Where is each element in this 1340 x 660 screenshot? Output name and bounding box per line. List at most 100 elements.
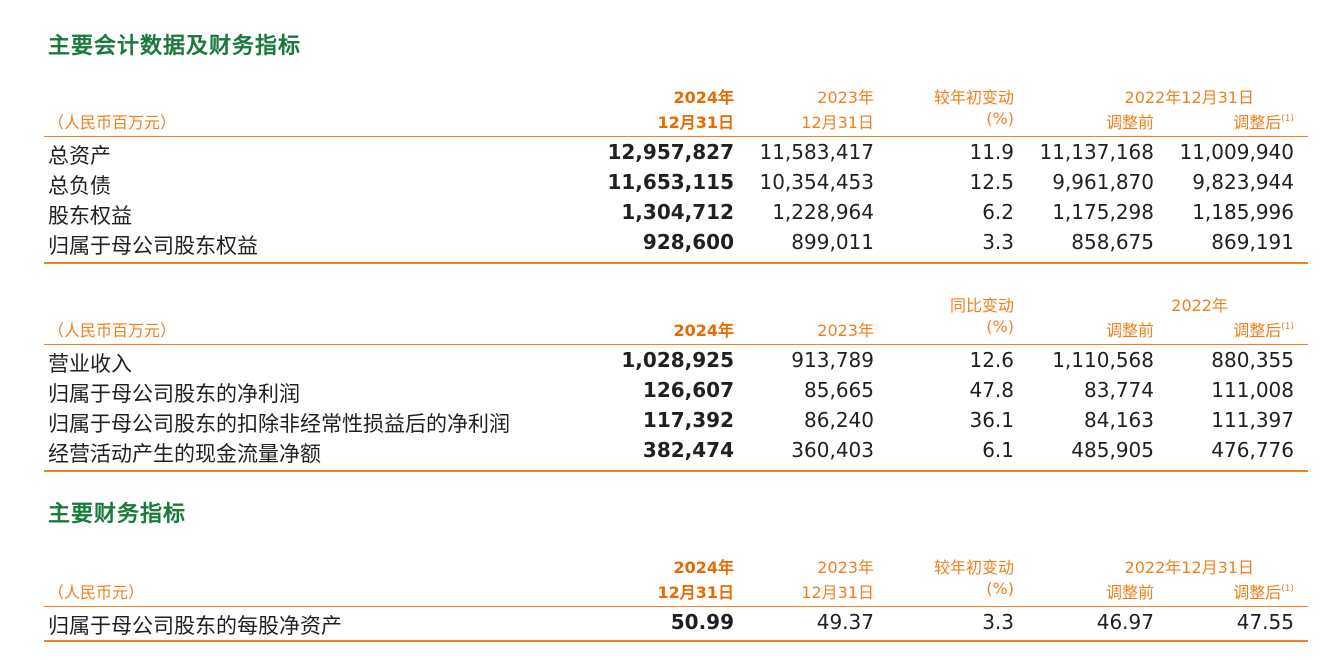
- value-2023: 49.37: [816, 610, 874, 634]
- header-row-2: （人民币元） 12月31日 12月31日 (%) 调整前 调整后(1): [44, 579, 1308, 609]
- table-row: 归属于母公司股东的每股净资产 50.99 49.37 3.3 46.97 47.55: [44, 610, 1308, 640]
- value-2023: 913,789: [791, 348, 874, 372]
- header-row-1: 2024年 2023年 较年初变动 2022年12月31日: [44, 84, 1308, 114]
- value-before-adjustment: 858,675: [1071, 230, 1154, 254]
- value-2024: 12,957,827: [607, 140, 734, 164]
- header-yoy-change: 同比变动: [949, 296, 1014, 315]
- section-title-main-accounting-data: 主要会计数据及财务指标: [48, 34, 302, 59]
- value-before-adjustment: 485,905: [1071, 438, 1154, 462]
- value-after-adjustment: 880,355: [1211, 348, 1294, 372]
- value-change: 12.5: [969, 170, 1014, 194]
- header-2022: 2022年12月31日: [1124, 88, 1254, 107]
- table-bottom-rule: [44, 262, 1308, 264]
- value-before-adjustment: 1,110,568: [1052, 348, 1154, 372]
- value-change: 47.8: [969, 378, 1014, 402]
- value-change: 12.6: [969, 348, 1014, 372]
- header-2022: 2022年12月31日: [1124, 558, 1254, 577]
- row-label: 股东权益: [48, 204, 132, 228]
- table-row: 归属于母公司股东的净利润 126,607 85,665 47.8 83,774 111,0…: [44, 378, 1308, 408]
- value-before-adjustment: 46.97: [1096, 610, 1154, 634]
- header-percent: (%): [986, 579, 1014, 598]
- value-change: 3.3: [982, 230, 1014, 254]
- header-2023-date: 12月31日: [801, 583, 874, 602]
- value-2023: 10,354,453: [759, 170, 874, 194]
- value-before-adjustment: 11,137,168: [1039, 140, 1154, 164]
- value-2024: 126,607: [642, 378, 734, 402]
- header-2024: 2024年: [673, 558, 734, 577]
- table-per-share: 2024年 2023年 较年初变动 2022年12月31日 （人民币元） 12月…: [44, 554, 1308, 646]
- value-after-adjustment: 47.55: [1236, 610, 1294, 634]
- unit-label: （人民币百万元）: [48, 113, 177, 132]
- unit-label: （人民币百万元）: [48, 321, 177, 340]
- value-after-adjustment: 869,191: [1211, 230, 1294, 254]
- value-change: 3.3: [982, 610, 1014, 634]
- value-after-adjustment: 476,776: [1211, 438, 1294, 462]
- value-2023: 86,240: [804, 408, 874, 432]
- header-2023: 2023年: [817, 88, 874, 107]
- table-bottom-rule: [44, 640, 1308, 642]
- header-2023-date: 12月31日: [801, 113, 874, 132]
- table-row: 经营活动产生的现金流量净额 382,474 360,403 6.1 485,905 476…: [44, 438, 1308, 468]
- header-divider: [44, 136, 1308, 137]
- value-change: 11.9: [969, 140, 1014, 164]
- value-2023: 360,403: [791, 438, 874, 462]
- unit-label: （人民币元）: [48, 583, 145, 602]
- row-label: 总负债: [48, 174, 111, 198]
- header-change: 较年初变动: [933, 88, 1014, 107]
- row-label: 归属于母公司股东的每股净资产: [48, 614, 342, 638]
- header-2023: 2023年: [817, 321, 874, 340]
- table-income: 同比变动 2022年 （人民币百万元） 2024年 2023年 (%) 调整前 …: [44, 292, 1308, 474]
- value-before-adjustment: 84,163: [1084, 408, 1154, 432]
- table-bottom-rule: [44, 470, 1308, 472]
- header-divider: [44, 344, 1308, 345]
- header-row-2: （人民币百万元） 12月31日 12月31日 (%) 调整前 调整后(1): [44, 109, 1308, 139]
- value-2024: 117,392: [642, 408, 734, 432]
- table-row: 股东权益 1,304,712 1,228,964 6.2 1,175,298 1,185,…: [44, 200, 1308, 230]
- header-percent: (%): [986, 317, 1014, 336]
- value-change: 6.2: [982, 200, 1014, 224]
- value-2024: 382,474: [642, 438, 734, 462]
- header-2024: 2024年: [673, 88, 734, 107]
- row-label: 营业收入: [48, 352, 132, 376]
- value-after-adjustment: 11,009,940: [1179, 140, 1294, 164]
- table-row: 归属于母公司股东权益 928,600 899,011 3.3 858,675 869,19…: [44, 230, 1308, 260]
- header-before-adjustment: 调整前: [1105, 321, 1154, 340]
- header-before-adjustment: 调整前: [1105, 583, 1154, 602]
- row-label: 经营活动产生的现金流量净额: [48, 442, 321, 466]
- table-row: 营业收入 1,028,925 913,789 12.6 1,110,568 880,355: [44, 348, 1308, 378]
- row-label: 总资产: [48, 144, 111, 168]
- value-after-adjustment: 9,823,944: [1192, 170, 1294, 194]
- value-2024: 1,028,925: [621, 348, 734, 372]
- value-2023: 1,228,964: [772, 200, 874, 224]
- table-balance-sheet: 2024年 2023年 较年初变动 2022年12月31日 （人民币百万元） 1…: [44, 84, 1308, 266]
- header-before-adjustment: 调整前: [1105, 113, 1154, 132]
- value-change: 36.1: [969, 408, 1014, 432]
- value-after-adjustment: 1,185,996: [1192, 200, 1294, 224]
- value-before-adjustment: 9,961,870: [1052, 170, 1154, 194]
- row-label: 归属于母公司股东权益: [48, 234, 258, 258]
- header-2023: 2023年: [817, 558, 874, 577]
- header-after-adjustment: 调整后(1): [1233, 113, 1294, 132]
- header-percent: (%): [986, 109, 1014, 128]
- value-2023: 85,665: [804, 378, 874, 402]
- value-2023: 11,583,417: [759, 140, 874, 164]
- value-before-adjustment: 83,774: [1084, 378, 1154, 402]
- value-2024: 1,304,712: [621, 200, 734, 224]
- value-2024: 11,653,115: [607, 170, 734, 194]
- header-after-adjustment: 调整后(1): [1233, 583, 1294, 602]
- header-row-1: 2024年 2023年 较年初变动 2022年12月31日: [44, 554, 1308, 584]
- table-row: 归属于母公司股东的扣除非经常性损益后的净利润 117,392 86,240 36.1 8…: [44, 408, 1308, 438]
- row-label: 归属于母公司股东的扣除非经常性损益后的净利润: [48, 412, 510, 436]
- header-2022: 2022年: [1171, 296, 1228, 315]
- header-2024-date: 12月31日: [657, 583, 734, 602]
- value-before-adjustment: 1,175,298: [1052, 200, 1154, 224]
- header-2024: 2024年: [673, 321, 734, 340]
- value-2023: 899,011: [791, 230, 874, 254]
- value-change: 6.1: [982, 438, 1014, 462]
- header-2024-date: 12月31日: [657, 113, 734, 132]
- table-row: 总资产 12,957,827 11,583,417 11.9 11,137,168 11,…: [44, 140, 1308, 170]
- value-2024: 928,600: [642, 230, 734, 254]
- header-divider: [44, 606, 1308, 607]
- table-row: 总负债 11,653,115 10,354,453 12.5 9,961,870 9,82…: [44, 170, 1308, 200]
- section-title-main-financial-indicators: 主要财务指标: [48, 502, 187, 527]
